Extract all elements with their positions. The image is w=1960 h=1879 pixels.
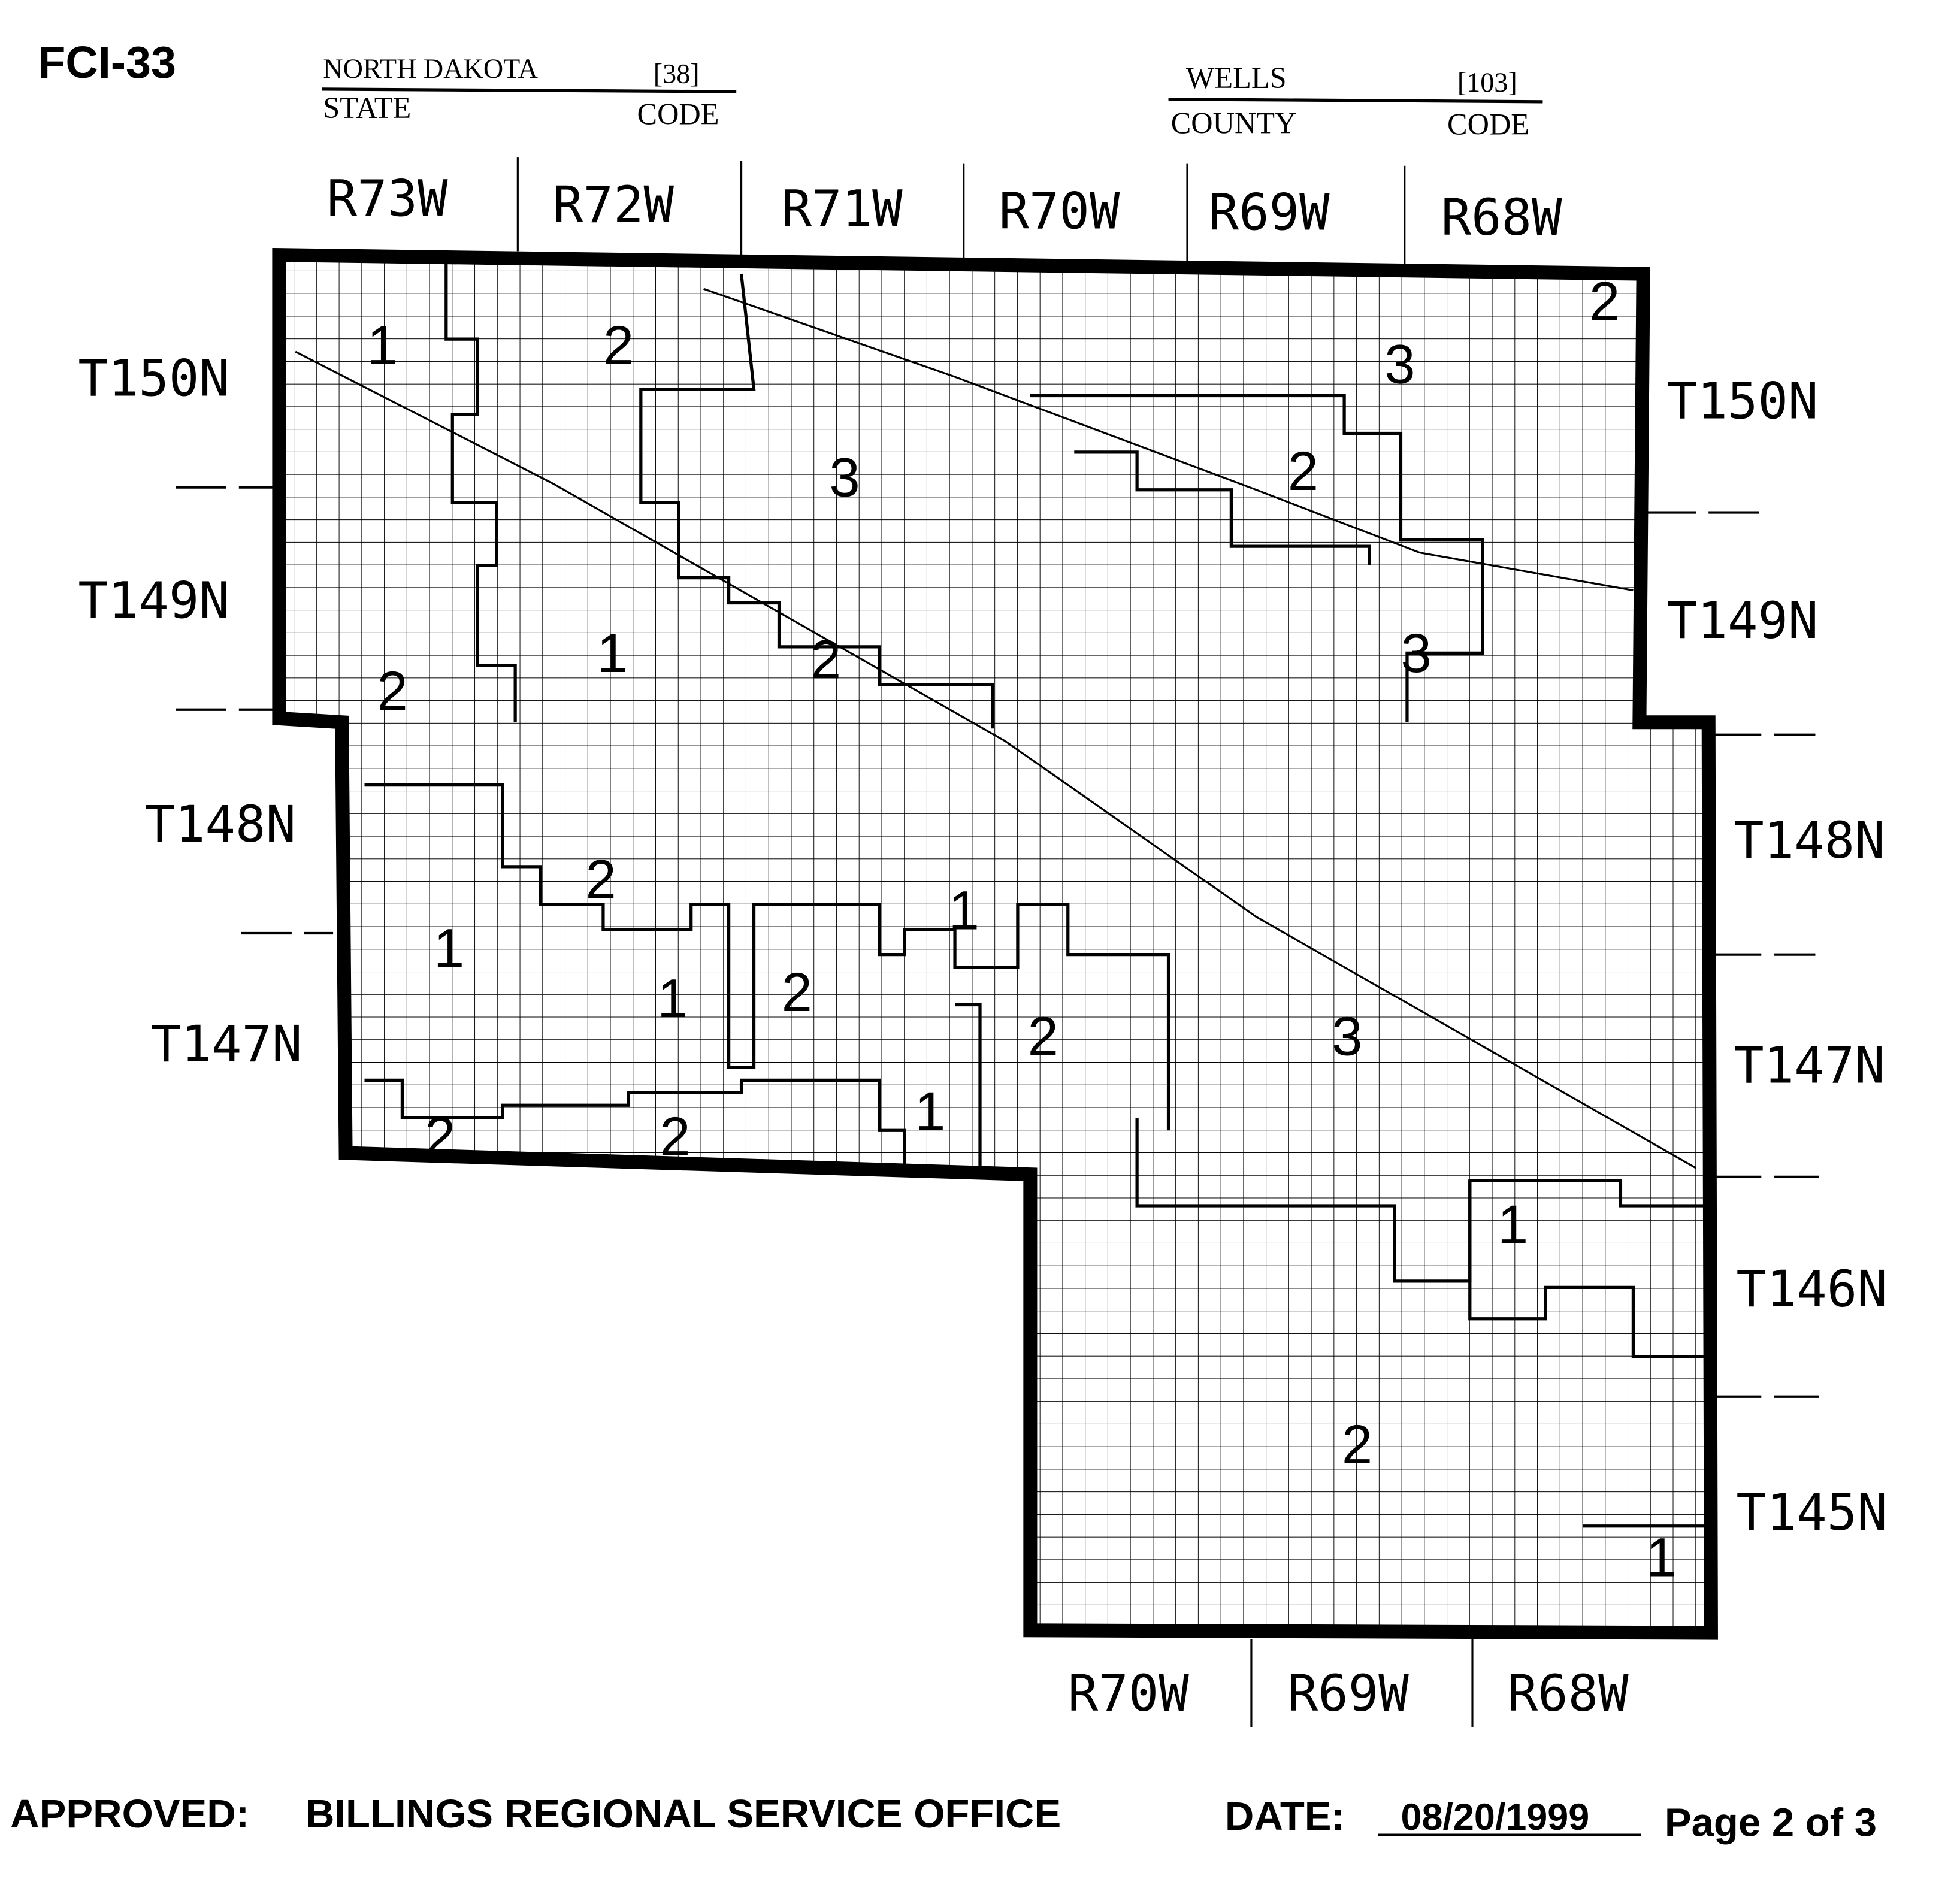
zone-label: 2 bbox=[425, 1105, 455, 1167]
approving-office: BILLINGS REGIONAL SERVICE OFFICE bbox=[306, 1792, 1061, 1836]
approval-date: 08/20/1999 bbox=[1401, 1796, 1589, 1838]
zone-label: 1 bbox=[1498, 1193, 1528, 1255]
range-labels-bottom: R70W R69W R68W bbox=[1068, 1639, 1629, 1727]
township-label: T145N bbox=[1736, 1483, 1887, 1542]
township-labels-left: T150N T149N T148N T147N bbox=[78, 349, 334, 1073]
township-label: T146N bbox=[1736, 1260, 1887, 1318]
township-label: T149N bbox=[78, 571, 229, 630]
county-outline bbox=[272, 247, 1718, 1640]
zone-label: 1 bbox=[1646, 1526, 1676, 1588]
township-label: T150N bbox=[78, 349, 229, 408]
township-label: T148N bbox=[1734, 811, 1885, 870]
range-label: R69W bbox=[1288, 1664, 1409, 1723]
range-label: R68W bbox=[1508, 1664, 1629, 1723]
zone-label: 3 bbox=[829, 446, 860, 508]
zone-label: 1 bbox=[949, 879, 979, 942]
zone-label: 2 bbox=[586, 848, 616, 910]
zone-label: 2 bbox=[377, 659, 407, 722]
township-label: T148N bbox=[145, 795, 296, 854]
zone-boundaries bbox=[364, 264, 1709, 1528]
zone-label: 2 bbox=[603, 314, 634, 376]
zone-label: 2 bbox=[1342, 1413, 1372, 1475]
township-label: T147N bbox=[1734, 1036, 1885, 1095]
county-code-label: CODE bbox=[1447, 107, 1529, 141]
zone-label: 1 bbox=[597, 622, 627, 684]
form-id: FCI-33 bbox=[38, 37, 176, 87]
zone-label: 1 bbox=[915, 1080, 945, 1142]
township-label: T147N bbox=[151, 1015, 302, 1073]
range-label: R69W bbox=[1209, 183, 1330, 242]
state-name: NORTH DAKOTA bbox=[323, 53, 538, 84]
county-label: COUNTY bbox=[1171, 106, 1297, 140]
county-code: [103] bbox=[1457, 67, 1517, 98]
state-code-label: CODE bbox=[637, 98, 719, 131]
state-code: [38] bbox=[654, 58, 700, 89]
state-underline bbox=[322, 87, 737, 93]
zone-label: 1 bbox=[434, 917, 464, 979]
range-labels-top: R73W R72W R71W R70W R69W R68W bbox=[327, 157, 1562, 269]
zone-label: 1 bbox=[657, 967, 688, 1030]
zone-label: 2 bbox=[782, 961, 812, 1023]
date-label: DATE: bbox=[1225, 1794, 1345, 1839]
railroad-line bbox=[295, 350, 1697, 1169]
range-label: R71W bbox=[782, 179, 903, 238]
zone-label: 2 bbox=[1589, 270, 1620, 332]
zone-label: 2 bbox=[660, 1105, 690, 1167]
zone-boundary bbox=[1074, 450, 1371, 565]
page-number: Page 2 of 3 bbox=[1665, 1801, 1877, 1845]
township-label: T150N bbox=[1667, 371, 1818, 430]
county-underline bbox=[1168, 98, 1543, 104]
zone-label: 2 bbox=[1288, 440, 1318, 502]
zone-boundary bbox=[639, 273, 994, 729]
highway-line bbox=[703, 288, 1634, 592]
zone-label: 3 bbox=[1401, 622, 1431, 684]
approved-label: APPROVED: bbox=[10, 1792, 249, 1836]
zone-label: 3 bbox=[1332, 1004, 1362, 1067]
township-label: T149N bbox=[1667, 591, 1818, 650]
zone-label: 3 bbox=[1384, 333, 1415, 395]
zone-boundary bbox=[1468, 1181, 1709, 1358]
county-name: WELLS bbox=[1186, 61, 1287, 95]
range-label: R68W bbox=[1441, 188, 1562, 247]
zone-boundary bbox=[1030, 394, 1484, 722]
zone-label: 2 bbox=[1028, 1004, 1058, 1067]
range-label: R70W bbox=[999, 182, 1120, 241]
zone-boundary bbox=[444, 264, 517, 722]
range-label: R70W bbox=[1068, 1664, 1189, 1723]
range-label: R72W bbox=[553, 176, 674, 234]
township-labels-right: T150N T149N T148N T147N T146N T145N bbox=[1646, 371, 1888, 1542]
state-label: STATE bbox=[323, 91, 411, 125]
zone-label: 2 bbox=[810, 628, 841, 690]
range-label: R73W bbox=[327, 170, 448, 228]
zone-label: 1 bbox=[367, 314, 398, 376]
zone-boundary bbox=[364, 783, 1170, 1131]
section-grid bbox=[279, 255, 1711, 1633]
